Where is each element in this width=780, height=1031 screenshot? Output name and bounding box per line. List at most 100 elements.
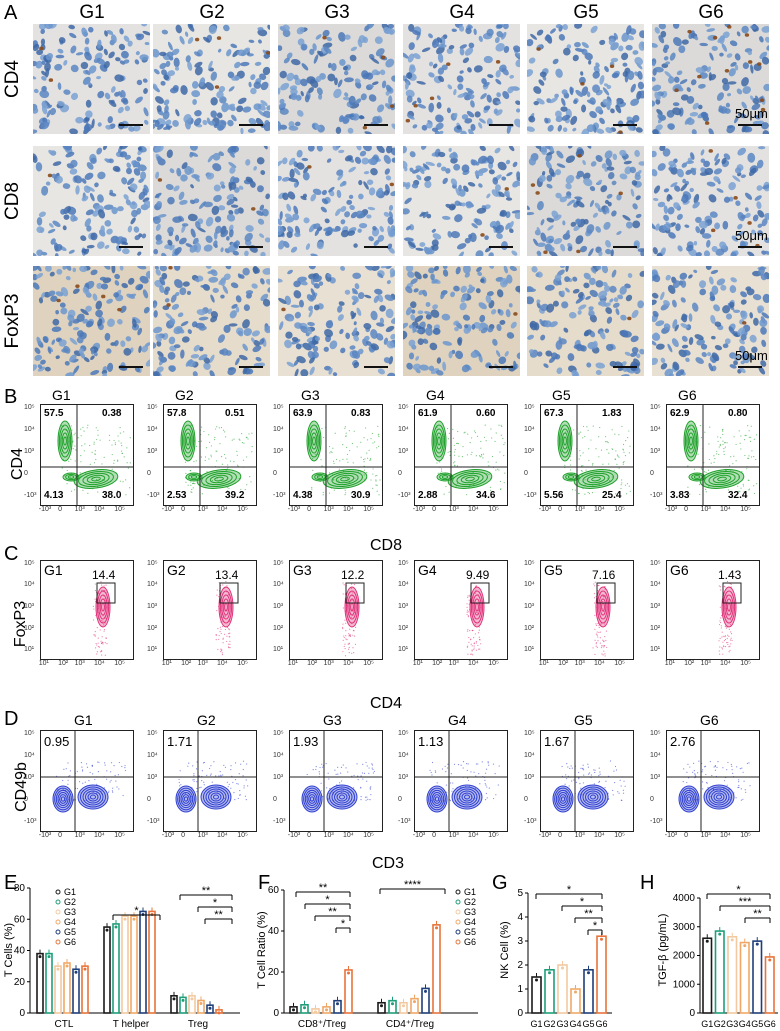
x-tick-label: 0: [58, 506, 62, 513]
chart-e-legend-label: G4: [64, 917, 76, 927]
ihc-row-cd8: CD8: [2, 182, 23, 221]
x-tick-label: 10³: [700, 832, 711, 839]
scale-bar: [738, 124, 762, 126]
scale-bar: [738, 246, 762, 248]
x-tick-label: 10⁵: [614, 832, 625, 839]
chart-g-bar-point: [574, 990, 577, 994]
y-tick-label: 10⁵: [147, 404, 158, 411]
chart-f-bar-point: [391, 1002, 394, 1006]
y-tick-label: 10³: [24, 603, 35, 611]
flowd-group-2: G2: [197, 712, 216, 728]
flowc-plot-5: [540, 560, 634, 660]
chart-e-bar: [81, 965, 89, 1014]
x-tick-label: 10³: [700, 506, 711, 513]
y-tick-label: 10³: [650, 448, 661, 455]
ihc-col-g2: G2: [199, 2, 225, 23]
quadrant-upper-left: 62.9: [670, 408, 690, 419]
x-tick-label: -10³: [538, 832, 552, 839]
chart-e-bar: [36, 952, 44, 1014]
ihc-col-g3: G3: [324, 2, 350, 23]
quadrant-upper-left: 63.9: [293, 408, 313, 419]
chart-f-bar: [432, 924, 441, 1014]
panel-label-a: A: [4, 2, 18, 24]
x-tick-label: 10³: [448, 832, 459, 839]
x-tick-label: -10³: [287, 832, 301, 839]
x-tick-label: 10⁵: [488, 660, 499, 667]
y-tick-label: 10⁵: [398, 404, 409, 411]
chart-e-bar-point: [38, 955, 42, 959]
chart-h-bar-point: [730, 938, 734, 942]
chart-e-bar: [63, 962, 71, 1014]
x-tick-label: 10⁵: [114, 506, 125, 513]
chart-e-bar-point: [74, 970, 78, 974]
chart-e-bar: [121, 915, 129, 1014]
chart-h-y-tick: 0: [689, 1008, 695, 1019]
ihc-image-cd8-g2: [153, 146, 270, 256]
ihc-col-g1: G1: [79, 2, 105, 23]
quadrant-lower-right: 32.4: [728, 490, 748, 501]
chart-g-sig: **: [584, 908, 593, 920]
y-tick-label: -10³: [524, 818, 537, 825]
flowc-plot-1: [40, 560, 134, 660]
y-tick-label: 10¹: [524, 646, 535, 654]
y-tick-label: 10²: [24, 624, 35, 632]
chart-g-bar-point: [600, 937, 603, 941]
chart-e-bar-point: [132, 917, 136, 921]
y-tick-label: 10⁵: [147, 730, 158, 737]
scale-bar: [119, 124, 143, 126]
flowc-group-4: G4: [418, 562, 437, 578]
y-tick-label: 10²: [650, 624, 661, 632]
panel-label-h: H: [640, 872, 655, 894]
y-tick-label: -10³: [398, 818, 411, 825]
y-tick-label: 10⁴: [273, 426, 284, 433]
chart-e-bar-point: [190, 997, 194, 1001]
y-tick-label: 0: [147, 470, 151, 477]
chart-f-bar-point: [424, 989, 427, 993]
chart-e-sig: **: [214, 909, 223, 921]
chart-h-y-tick: 4000: [673, 893, 696, 904]
chart-e-y-tick: 40: [14, 946, 26, 957]
x-tick-label: 10³: [74, 660, 85, 667]
chart-f-bar: [388, 999, 397, 1014]
chart-f-bar-point: [292, 1008, 295, 1012]
x-tick-label: 10³: [574, 506, 585, 513]
flowd-gate-value: 2.76: [670, 734, 696, 749]
chart-e-legend-marker: [55, 939, 61, 945]
y-tick-label: 10⁴: [24, 752, 35, 759]
chart-f-bar-point: [314, 1010, 317, 1014]
flowb-plot-5: [540, 404, 634, 506]
flowc-gate-value: 12.2: [341, 568, 365, 582]
scale-bar: [489, 246, 513, 248]
chart-g-sig: *: [580, 896, 585, 908]
x-tick-label: 10³: [323, 660, 334, 667]
chart-e-ylabel: T Cells (%): [3, 923, 15, 977]
panel-label-e: E: [4, 872, 18, 894]
y-tick-label: 10³: [524, 774, 535, 781]
scale-bar-label: 50μm: [735, 348, 768, 363]
chart-e-x-tick: T helper: [113, 1019, 150, 1030]
y-tick-label: 10⁴: [524, 581, 535, 589]
y-tick-label: 10⁴: [650, 581, 661, 589]
y-tick-label: 10⁴: [398, 752, 409, 759]
x-tick-label: 0: [558, 832, 562, 839]
chart-e-legend-label: G2: [64, 897, 76, 907]
y-tick-label: 10⁴: [24, 426, 35, 433]
y-tick-label: 0: [650, 796, 654, 803]
chart-h-bar: [714, 930, 725, 1014]
chart-f-legend-marker: [455, 889, 461, 895]
chart-h-x-tick: G2: [714, 1019, 726, 1029]
y-tick-label: 0: [24, 796, 28, 803]
y-tick-label: 10⁵: [650, 404, 661, 411]
quadrant-lower-left: 2.88: [418, 490, 438, 501]
chart-f-legend-label: G3: [464, 907, 476, 917]
quadrant-upper-right: 0.38: [102, 408, 122, 419]
chart-g-x-tick: G2: [543, 1019, 555, 1029]
y-tick-label: 10⁵: [650, 559, 661, 567]
chart-f-legend-label: G5: [464, 927, 476, 937]
chart-f-legend-marker: [455, 909, 461, 915]
y-tick-label: 10⁵: [273, 559, 284, 567]
y-tick-label: 10⁴: [524, 426, 535, 433]
quadrant-upper-right: 0.60: [476, 408, 496, 419]
chart-g-x-tick: G5: [582, 1019, 594, 1029]
x-tick-label: 10⁵: [740, 832, 751, 839]
